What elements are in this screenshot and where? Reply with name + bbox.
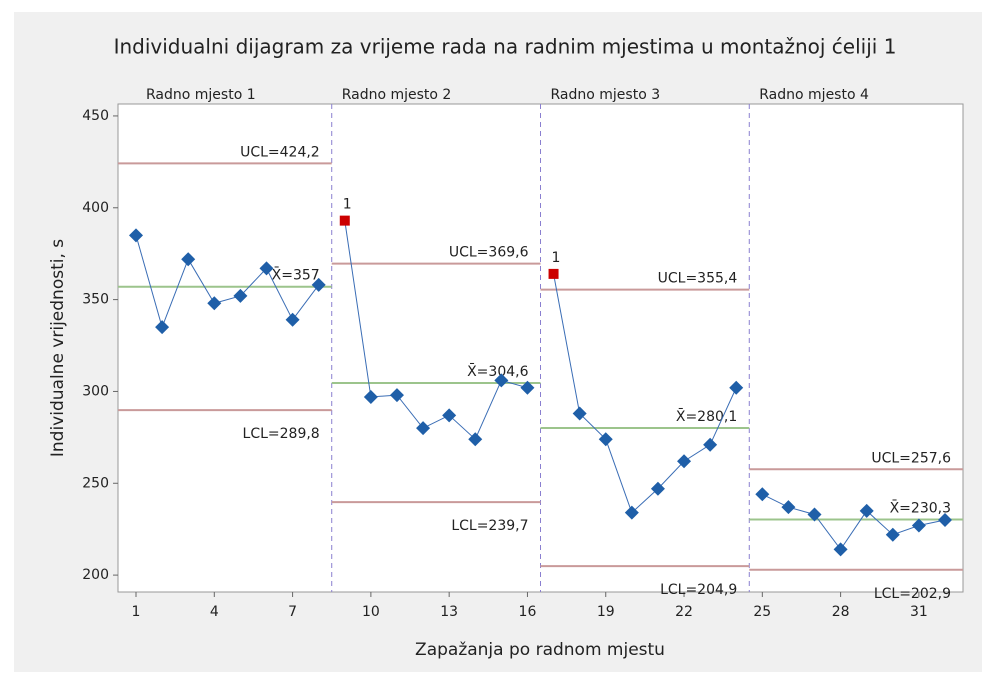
y-tick-label: 400: [82, 200, 109, 216]
point: [572, 406, 587, 421]
point: [729, 380, 744, 395]
lcl-label: LCL=289,8: [243, 426, 320, 442]
point: [911, 518, 926, 533]
flagged-point: [548, 268, 559, 279]
point: [285, 312, 300, 327]
center-label: X̄=357: [272, 266, 320, 284]
x-tick-label: 31: [910, 604, 928, 620]
x-tick-label: 22: [675, 604, 693, 620]
point: [259, 261, 274, 276]
lcl-label: LCL=204,9: [660, 582, 737, 598]
y-tick-label: 350: [82, 292, 109, 308]
ucl-label: UCL=355,4: [658, 271, 738, 287]
point: [885, 527, 900, 542]
stage-label: Radno mjesto 4: [759, 87, 869, 103]
series-line: [135, 235, 320, 329]
point: [363, 389, 378, 404]
point: [311, 277, 326, 292]
x-tick-label: 16: [519, 604, 537, 620]
chart-title: Individualni dijagram za vrijeme rada na…: [114, 35, 897, 59]
point: [416, 421, 431, 436]
point-label: 1: [343, 197, 352, 213]
ucl-label: UCL=369,6: [449, 245, 529, 261]
x-tick-label: 10: [362, 604, 380, 620]
point: [650, 481, 665, 496]
point: [703, 437, 718, 452]
y-tick-label: 200: [82, 567, 109, 583]
lcl-label: LCL=202,9: [874, 586, 951, 602]
point: [442, 408, 457, 423]
x-tick-label: 1: [132, 604, 141, 620]
point: [807, 507, 822, 522]
y-axis-label: Individualne vrijednosti, s: [48, 239, 68, 457]
flagged-point: [339, 215, 350, 226]
point: [129, 228, 144, 243]
x-tick-label: 4: [210, 604, 219, 620]
point: [598, 432, 613, 447]
point: [755, 487, 770, 502]
point: [207, 296, 222, 311]
x-tick-label: 19: [597, 604, 615, 620]
y-tick-label: 450: [82, 108, 109, 124]
point-label: 1: [552, 250, 561, 266]
y-tick-label: 300: [82, 383, 109, 399]
x-tick-label: 25: [753, 604, 771, 620]
center-label: X̄=230,3: [890, 499, 951, 517]
point: [624, 505, 639, 520]
point: [494, 373, 509, 388]
point: [859, 503, 874, 518]
point: [677, 454, 692, 469]
x-tick-label: 13: [440, 604, 458, 620]
point: [155, 320, 170, 335]
ucl-label: UCL=257,6: [871, 450, 951, 466]
center-label: X̄=304,6: [467, 362, 528, 380]
x-tick-label: 7: [288, 604, 297, 620]
stage-label: Radno mjesto 1: [146, 87, 256, 103]
stage-label: Radno mjesto 2: [342, 87, 452, 103]
point: [520, 380, 535, 395]
series-line: [553, 273, 737, 514]
stage-label: Radno mjesto 3: [551, 87, 661, 103]
point: [781, 500, 796, 515]
center-label: X̄=280,1: [676, 407, 737, 425]
ucl-label: UCL=424,2: [240, 144, 320, 160]
point: [389, 388, 404, 403]
x-tick-label: 28: [832, 604, 850, 620]
x-axis-label: Zapažanja po radnom mjestu: [415, 640, 665, 660]
lcl-label: LCL=239,7: [451, 518, 528, 534]
point: [833, 542, 848, 557]
y-tick-label: 250: [82, 475, 109, 491]
point: [181, 252, 196, 267]
point: [233, 288, 248, 303]
point: [937, 513, 952, 528]
point: [468, 432, 483, 447]
